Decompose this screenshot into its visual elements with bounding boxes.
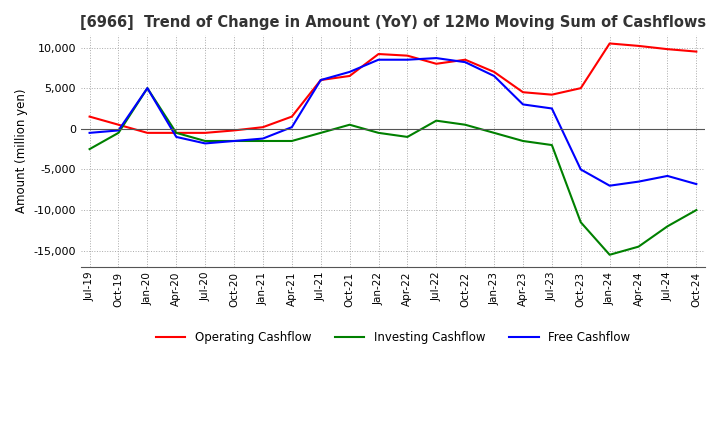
Legend: Operating Cashflow, Investing Cashflow, Free Cashflow: Operating Cashflow, Investing Cashflow, … (151, 326, 635, 349)
Investing Cashflow (230, 138, 238, 143)
Free Cashflow (258, 136, 267, 141)
Operating Cashflow (143, 130, 152, 136)
Operating Cashflow (577, 85, 585, 91)
Free Cashflow (634, 179, 643, 184)
Investing Cashflow (432, 118, 441, 123)
Operating Cashflow (201, 130, 210, 136)
Free Cashflow (577, 167, 585, 172)
Free Cashflow (230, 138, 238, 143)
Operating Cashflow (287, 114, 296, 119)
Operating Cashflow (230, 128, 238, 133)
Free Cashflow (663, 173, 672, 179)
Operating Cashflow (172, 130, 181, 136)
Free Cashflow (201, 141, 210, 146)
Free Cashflow (85, 130, 94, 136)
Free Cashflow (490, 73, 498, 79)
Operating Cashflow (490, 69, 498, 74)
Free Cashflow (143, 85, 152, 91)
Free Cashflow (547, 106, 556, 111)
Investing Cashflow (85, 147, 94, 152)
Investing Cashflow (287, 138, 296, 143)
Investing Cashflow (201, 138, 210, 143)
Operating Cashflow (432, 61, 441, 66)
Operating Cashflow (634, 43, 643, 48)
Operating Cashflow (258, 125, 267, 130)
Operating Cashflow (461, 57, 469, 62)
Free Cashflow (172, 134, 181, 139)
Investing Cashflow (143, 85, 152, 91)
Operating Cashflow (114, 122, 123, 127)
Investing Cashflow (634, 244, 643, 249)
Operating Cashflow (403, 53, 412, 58)
Operating Cashflow (663, 47, 672, 52)
Investing Cashflow (114, 130, 123, 136)
Free Cashflow (316, 77, 325, 83)
Free Cashflow (403, 57, 412, 62)
Investing Cashflow (490, 130, 498, 136)
Investing Cashflow (403, 134, 412, 139)
Operating Cashflow (316, 77, 325, 83)
Free Cashflow (346, 69, 354, 74)
Free Cashflow (518, 102, 527, 107)
Operating Cashflow (547, 92, 556, 97)
Operating Cashflow (374, 51, 383, 57)
Y-axis label: Amount (million yen): Amount (million yen) (15, 89, 28, 213)
Investing Cashflow (663, 224, 672, 229)
Line: Free Cashflow: Free Cashflow (89, 58, 696, 186)
Investing Cashflow (346, 122, 354, 127)
Line: Operating Cashflow: Operating Cashflow (89, 44, 696, 133)
Investing Cashflow (692, 207, 701, 213)
Operating Cashflow (518, 90, 527, 95)
Free Cashflow (461, 59, 469, 65)
Investing Cashflow (577, 220, 585, 225)
Investing Cashflow (172, 130, 181, 136)
Investing Cashflow (518, 138, 527, 143)
Free Cashflow (606, 183, 614, 188)
Operating Cashflow (85, 114, 94, 119)
Investing Cashflow (547, 143, 556, 148)
Free Cashflow (432, 55, 441, 61)
Investing Cashflow (606, 252, 614, 257)
Free Cashflow (692, 181, 701, 187)
Free Cashflow (374, 57, 383, 62)
Operating Cashflow (346, 73, 354, 79)
Investing Cashflow (316, 130, 325, 136)
Title: [6966]  Trend of Change in Amount (YoY) of 12Mo Moving Sum of Cashflows: [6966] Trend of Change in Amount (YoY) o… (80, 15, 706, 30)
Free Cashflow (114, 128, 123, 133)
Investing Cashflow (258, 138, 267, 143)
Investing Cashflow (374, 130, 383, 136)
Free Cashflow (287, 125, 296, 130)
Line: Investing Cashflow: Investing Cashflow (89, 88, 696, 255)
Operating Cashflow (692, 49, 701, 54)
Investing Cashflow (461, 122, 469, 127)
Operating Cashflow (606, 41, 614, 46)
